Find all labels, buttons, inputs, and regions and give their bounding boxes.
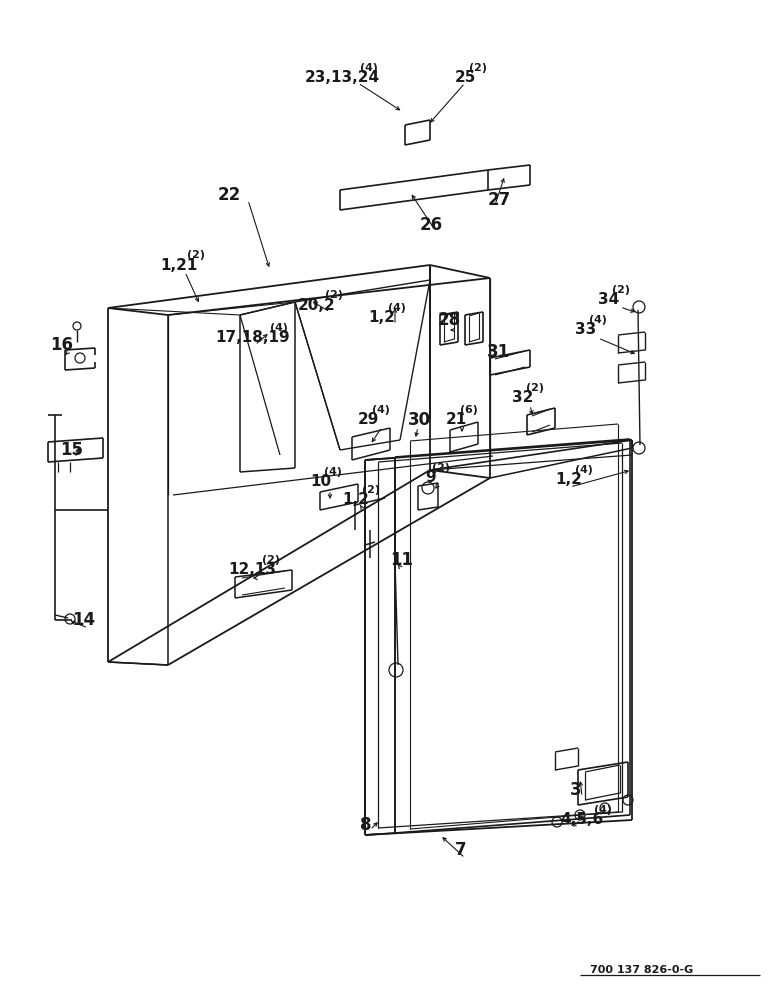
Text: 1,2: 1,2: [555, 473, 582, 488]
Text: 29: 29: [358, 412, 379, 428]
Text: (2): (2): [363, 485, 381, 495]
Text: (2): (2): [188, 250, 205, 260]
Text: (4): (4): [371, 405, 390, 415]
Text: 1,2: 1,2: [368, 310, 394, 326]
Text: (2): (2): [262, 555, 280, 565]
Text: (4): (4): [360, 63, 378, 73]
Text: 700 137 826-0-G: 700 137 826-0-G: [590, 965, 693, 975]
Text: 30: 30: [408, 411, 431, 429]
Text: 7: 7: [455, 841, 466, 859]
Text: (6): (6): [459, 405, 478, 415]
Text: 31: 31: [487, 343, 510, 361]
Text: 15: 15: [60, 441, 83, 459]
Text: (2): (2): [469, 63, 486, 73]
Text: 1,2: 1,2: [342, 492, 369, 508]
Text: 1,21: 1,21: [160, 257, 198, 272]
Text: 28: 28: [438, 311, 461, 329]
Text: 34: 34: [598, 292, 619, 308]
Text: (4): (4): [594, 805, 612, 815]
Text: 11: 11: [390, 551, 413, 569]
Text: (4): (4): [269, 323, 287, 333]
Text: 26: 26: [420, 216, 443, 234]
Text: 14: 14: [72, 611, 95, 629]
Text: 10: 10: [310, 475, 331, 489]
Text: 3: 3: [570, 781, 581, 799]
Text: (2): (2): [432, 463, 450, 473]
Text: (4): (4): [323, 467, 341, 477]
Text: 4,5,6: 4,5,6: [560, 812, 603, 828]
Text: 32: 32: [512, 390, 533, 406]
Text: (2): (2): [611, 285, 630, 295]
Text: 9: 9: [425, 471, 435, 486]
Text: 22: 22: [218, 186, 241, 204]
Text: 23,13,24: 23,13,24: [305, 70, 380, 86]
Text: (4): (4): [388, 303, 406, 313]
Text: 8: 8: [360, 816, 371, 834]
Text: (4): (4): [575, 465, 594, 475]
Text: 33: 33: [575, 322, 596, 338]
Text: 25: 25: [455, 70, 476, 86]
Text: 20,2: 20,2: [298, 298, 336, 312]
Text: 27: 27: [488, 191, 511, 209]
Text: (4): (4): [588, 315, 607, 325]
Text: (2): (2): [526, 383, 543, 393]
Text: (2): (2): [325, 290, 344, 300]
Text: 17,18,19: 17,18,19: [215, 330, 290, 346]
Text: 12,13: 12,13: [228, 562, 276, 578]
Text: 16: 16: [50, 336, 73, 354]
Text: 21: 21: [446, 412, 467, 428]
